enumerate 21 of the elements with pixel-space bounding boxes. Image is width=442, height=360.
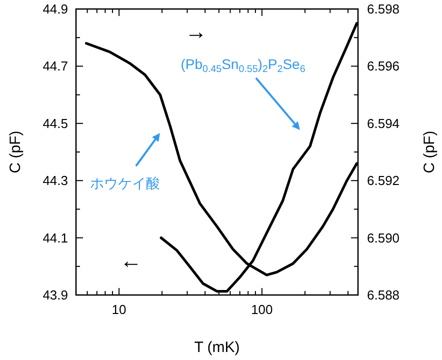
- y-axis-title: C (pF): [7, 130, 24, 174]
- y2-tick-label: 6.598: [367, 2, 400, 16]
- y-tick-label: 44.5: [42, 116, 68, 131]
- y2-tick-label: 6.596: [367, 58, 400, 74]
- annotation: →: [185, 19, 207, 44]
- text: (Pb$_{0.45}$Sn$_{0.55}$)$_{2}$P$_{2}$Se$_{6}$: [180, 56, 306, 75]
- y-tick-label: 44.3: [42, 173, 68, 188]
- annotation: ←: [120, 248, 142, 273]
- y-tick-label: 44.9: [42, 2, 68, 16]
- x-axis-title: T (mK): [194, 339, 240, 356]
- y2-tick-label: 6.588: [367, 288, 400, 302]
- annotation: ホウケイ酸: [90, 175, 160, 191]
- y2-axis-title: C (pF): [421, 130, 438, 174]
- y-tick-label: 44.7: [42, 58, 68, 74]
- x-tick-label: 10: [112, 302, 126, 317]
- y-tick-label: 43.9: [42, 288, 68, 302]
- x-tick-label: 100: [251, 302, 273, 317]
- y2-tick-label: 6.594: [367, 116, 400, 131]
- y2-tick-label: 6.590: [367, 230, 400, 246]
- y2-tick-label: 6.592: [367, 173, 400, 188]
- y-tick-label: 44.1: [42, 230, 68, 246]
